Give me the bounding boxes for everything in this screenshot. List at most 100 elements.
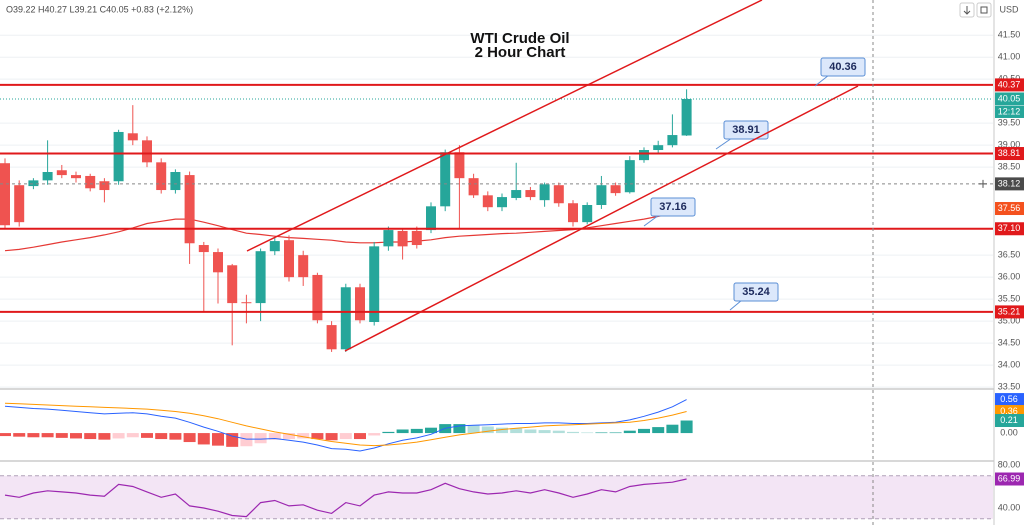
macd-value-label: 0.36 [1000,406,1018,416]
histogram-bar [581,432,594,434]
candle-body [525,190,536,198]
histogram-bar [339,433,352,440]
countdown-bg [995,105,1024,118]
rsi-value-label: 66.99 [998,473,1021,483]
candle-body [468,178,479,196]
candle-body [0,163,10,226]
candle-body [14,185,25,223]
level-label-bg [995,78,1024,92]
histogram-bar [311,433,324,440]
rsi-line [4,478,687,518]
histogram-bar [240,433,253,447]
y-tick-label: 35.00 [998,316,1021,326]
histogram-bar [567,431,579,434]
y-tick-label: 36.00 [998,272,1021,282]
histogram-bar [183,433,196,443]
currency-label: USD [999,4,1019,14]
candle-body [426,206,436,231]
histogram-bar [680,420,693,434]
candle-body [355,287,365,321]
annotation-label: 38.91 [732,124,760,136]
histogram-bar [126,433,139,438]
histogram-bar [141,433,153,438]
histogram-bar [425,427,437,434]
histogram-bar [13,433,26,437]
plot-area: 40.36 38.91 37.16 35.24 [0,57,993,518]
histogram-bar [368,433,381,436]
histogram-bar [84,433,97,440]
histogram-bar [98,433,111,440]
ohlc-header: O39.22 H40.27 L39.21 C40.05 +0.83 (+2.12… [6,4,193,14]
y-tick-label: 41.00 [998,52,1021,62]
annotation-label: 40.36 [829,61,857,73]
annotation-box [650,197,696,217]
histogram-bar [354,433,366,440]
candle-body [553,185,564,204]
candle-body [28,180,39,187]
candle-body [184,175,195,244]
candle-body [255,251,266,304]
histogram-bar [609,432,622,434]
y-tick-label: 38.50 [998,162,1021,172]
candle-body [411,230,422,246]
candle-body [582,204,593,223]
candle-body [610,185,621,194]
histogram-bar [268,433,281,440]
level-label-bg [995,305,1024,319]
candle-body [213,252,223,273]
histogram-bar [212,433,224,446]
histogram-bar [0,433,11,437]
chart-title: WTI Crude Oil [470,30,569,47]
candle-body [511,190,522,198]
chart-subtitle: 2 Hour Chart [475,44,566,61]
y-tick-label: 36.50 [998,250,1021,260]
candle-body [653,145,664,151]
candle-body [667,135,678,146]
y-tick-label: 80.00 [998,459,1021,469]
histogram-bar [112,433,125,439]
histogram-bar [595,432,608,434]
settings-button[interactable] [976,2,992,18]
histogram-bar [666,424,679,434]
rsi-value-label-bg [995,472,1024,486]
candle-body [71,175,81,179]
candle-body [156,162,167,191]
y-tick-label: 33.50 [998,381,1021,391]
histogram-bar [524,429,537,434]
toolbar [959,2,992,18]
candle-body [397,230,408,247]
histogram-bar [552,430,565,434]
histogram-value-label-bg [995,414,1024,428]
histogram-bar [410,428,423,434]
candle-body [624,160,635,193]
histogram-bar [283,433,295,440]
histogram-bar [41,433,54,438]
level-label: 40.37 [998,79,1021,89]
level-label-bg [995,222,1024,236]
candle-body [42,172,53,181]
candle-body [241,302,252,304]
crosshair-icon [979,179,987,188]
trendline-upper [246,0,763,252]
candle-body [284,240,294,278]
y-tick-label: 34.50 [998,338,1021,348]
macd-value-label: 0.56 [1000,394,1018,404]
histogram-value-label: 0.21 [1000,415,1018,425]
rsi-band [0,475,993,519]
trend-channel [246,0,859,352]
y-tick-label: 34.00 [998,359,1021,369]
candle-body [440,152,451,207]
candle-body [56,170,67,176]
histogram-bar [254,433,267,444]
crosshair-label: 38.12 [998,178,1021,188]
y-tick-label: 40.00 [998,502,1021,512]
trendline-lower [344,85,859,352]
arrow-icon [963,6,971,15]
annotation-pointer [643,214,660,227]
level-label: 37.10 [998,223,1021,233]
annotation-pointer [814,74,830,87]
histogram-bar [467,425,480,434]
last-price-label-bg [995,92,1024,106]
moving-average-label: 37.56 [998,203,1021,213]
